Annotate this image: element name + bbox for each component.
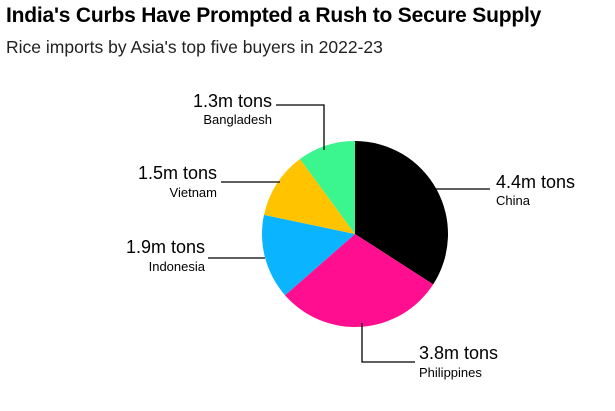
label-group-bangladesh: 1.3m tons Bangladesh	[193, 91, 325, 150]
value-label-indonesia: 1.9m tons	[126, 237, 205, 257]
label-group-indonesia: 1.9m tons Indonesia	[126, 237, 265, 274]
value-label-vietnam: 1.5m tons	[138, 163, 217, 183]
pie-slice-bangladesh	[299, 141, 355, 234]
value-label-bangladesh: 1.3m tons	[193, 91, 272, 111]
label-group-philippines: 3.8m tons Philippines	[361, 323, 498, 380]
value-label-philippines: 3.8m tons	[419, 343, 498, 363]
category-label-china: China	[496, 193, 531, 208]
pie-slice-philippines	[284, 234, 434, 327]
category-label-philippines: Philippines	[419, 365, 482, 380]
chart-subtitle: Rice imports by Asia's top five buyers i…	[6, 37, 383, 57]
pie-slices	[262, 141, 449, 327]
label-group-vietnam: 1.5m tons Vietnam	[138, 163, 280, 200]
category-label-indonesia: Indonesia	[149, 259, 206, 274]
leader-line-bangladesh	[276, 104, 325, 150]
label-group-china: 4.4m tons China	[434, 172, 575, 208]
category-label-bangladesh: Bangladesh	[203, 112, 272, 127]
value-label-china: 4.4m tons	[496, 172, 575, 192]
pie-slice-china	[355, 141, 449, 285]
chart-title: India's Curbs Have Prompted a Rush to Se…	[6, 4, 542, 27]
category-label-vietnam: Vietnam	[170, 185, 217, 200]
pie-slice-vietnam	[263, 159, 355, 234]
leader-line-philippines	[361, 323, 415, 363]
pie-slice-indonesia	[262, 214, 355, 296]
